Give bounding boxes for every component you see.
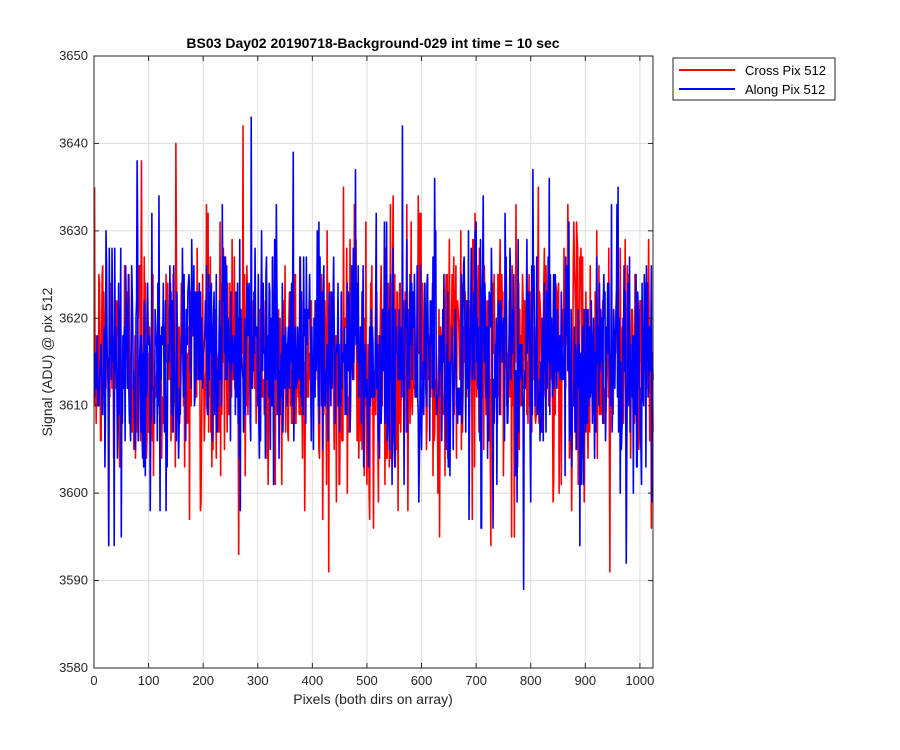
plot-frame <box>93 55 654 669</box>
y-tick-label: 3590 <box>59 573 88 588</box>
y-tick-label: 3610 <box>59 398 88 413</box>
series-line-along-pix-512 <box>93 116 654 591</box>
x-tick-label: 0 <box>90 673 97 688</box>
x-tick-label: 400 <box>302 673 324 688</box>
x-tick-label: 500 <box>356 673 378 688</box>
x-axis-label: Pixels (both dirs on array) <box>293 691 453 707</box>
legend-label-cross-pix-512: Cross Pix 512 <box>745 63 826 78</box>
legend-box <box>672 57 836 101</box>
ticks: 0 100 200 300 400 500 600 700 800 900 1000 3580 3590… <box>59 48 654 688</box>
x-tick-label: 700 <box>465 673 487 688</box>
x-tick-label: 300 <box>247 673 269 688</box>
legend: Cross Pix 512 Along Pix 512 <box>672 57 836 101</box>
series-line-cross-pix-512 <box>93 125 654 573</box>
y-tick-label: 3600 <box>59 485 88 500</box>
x-tick-label: 800 <box>520 673 542 688</box>
x-tick-label: 1000 <box>625 673 654 688</box>
y-tick-label: 3620 <box>59 310 88 325</box>
y-tick-label: 3650 <box>59 48 88 63</box>
chart-title: BS03 Day02 20190718-Background-029 int t… <box>186 35 559 51</box>
y-tick-label: 3630 <box>59 223 88 238</box>
x-tick-label: 600 <box>411 673 433 688</box>
x-tick-label: 900 <box>574 673 596 688</box>
legend-label-along-pix-512: Along Pix 512 <box>745 82 825 97</box>
y-tick-label: 3580 <box>59 660 88 675</box>
x-tick-label: 100 <box>138 673 160 688</box>
y-axis-label: Signal (ADU) @ pix 512 <box>39 287 55 436</box>
series-group <box>93 116 654 591</box>
x-tick-label: 200 <box>192 673 214 688</box>
y-tick-label: 3640 <box>59 135 88 150</box>
